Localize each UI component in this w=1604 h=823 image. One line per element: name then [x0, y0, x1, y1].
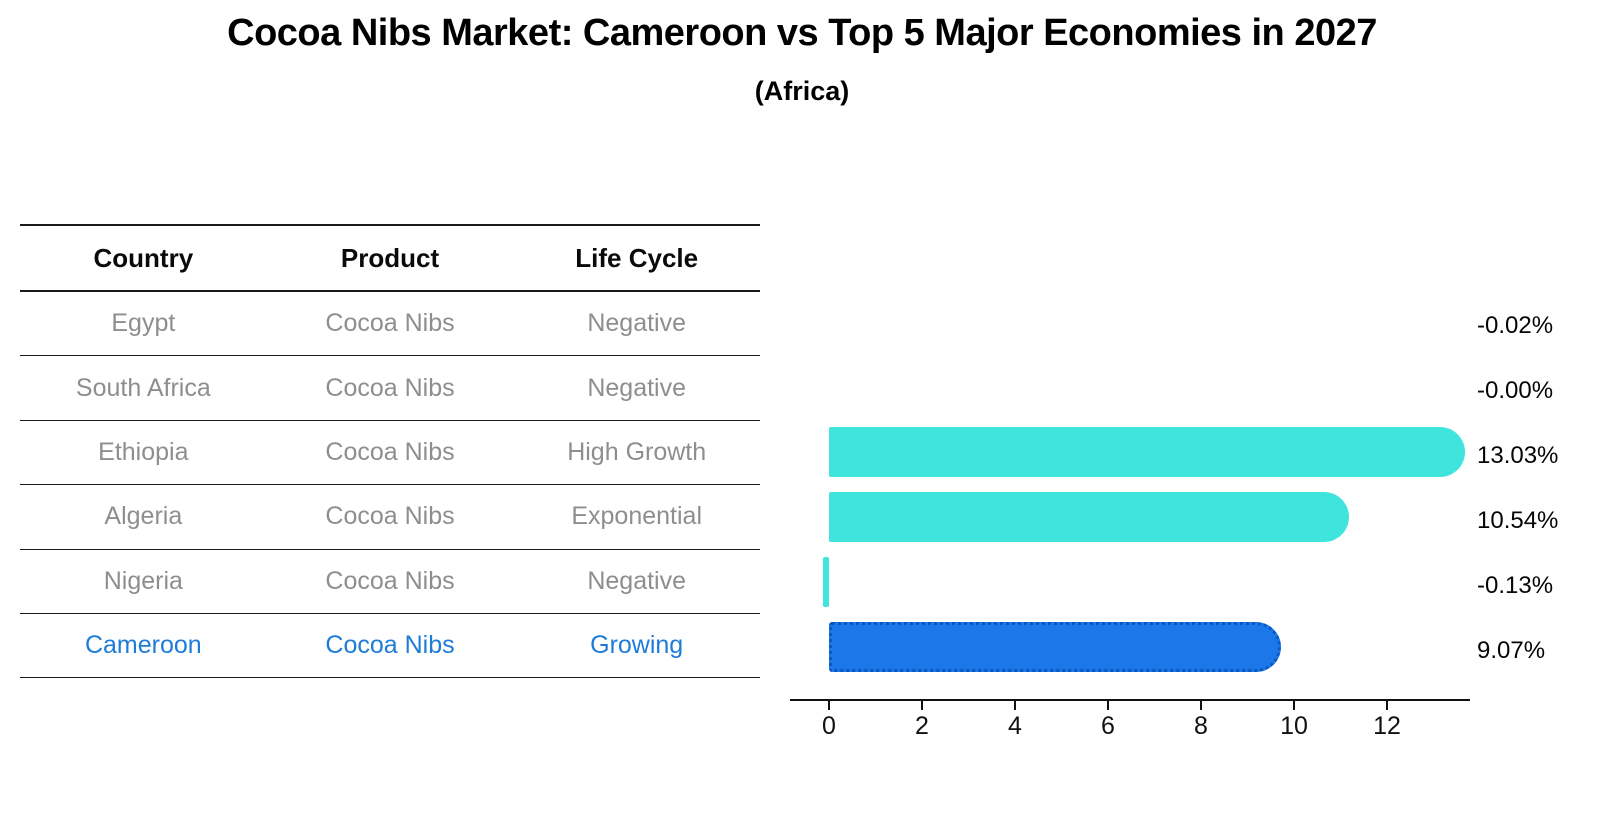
table-row: Nigeria Cocoa Nibs Negative [20, 550, 760, 614]
bar-value-label: -0.13% [1477, 572, 1554, 599]
table-row: Cameroon Cocoa Nibs Growing [20, 614, 760, 679]
column-header-product: Product [340, 242, 440, 273]
table-cell-life-cycle: Negative [587, 566, 687, 595]
bar-value-label: 13.03% [1477, 442, 1559, 469]
bar-value-label: -0.00% [1477, 377, 1554, 404]
table-header-row: Country Product Life Cycle [20, 224, 760, 292]
x-axis-tick-label: 10 [1280, 712, 1308, 740]
table-cell-country: Cameroon [84, 631, 202, 660]
x-axis-tick-label: 4 [1008, 712, 1022, 740]
bar-value-label: 10.54% [1477, 507, 1559, 534]
x-axis-tick-label: 6 [1101, 712, 1115, 740]
x-axis-tick-label: 12 [1373, 712, 1401, 740]
table-cell-country: Nigeria [103, 566, 183, 595]
table-cell-life-cycle: Exponential [571, 502, 702, 531]
x-axis-tick [1107, 701, 1109, 710]
column-header-life-cycle: Life Cycle [575, 242, 699, 273]
bar-nigeria [822, 557, 829, 607]
table-cell-product: Cocoa Nibs [325, 502, 455, 531]
table-cell-country: Ethiopia [98, 437, 189, 466]
table-cell-product: Cocoa Nibs [325, 631, 455, 660]
x-axis-line [790, 699, 1470, 701]
bar-value-label: -0.02% [1477, 312, 1554, 339]
bar-ethiopia [829, 427, 1465, 477]
x-axis-tick [1386, 701, 1388, 710]
table-cell-life-cycle: High Growth [567, 437, 707, 466]
table-cell-product: Cocoa Nibs [325, 566, 455, 595]
table-cell-country: South Africa [75, 373, 211, 402]
chart-title: Cocoa Nibs Market: Cameroon vs Top 5 Maj… [227, 12, 1377, 54]
table-row: Ethiopia Cocoa Nibs High Growth [20, 421, 760, 486]
comparison-table: Country Product Life Cycle Egypt Cocoa Ni… [20, 224, 760, 679]
x-axis-tick-label: 0 [822, 712, 836, 740]
x-axis-tick [1293, 701, 1295, 710]
bar-value-label: 9.07% [1477, 637, 1546, 664]
table-cell-life-cycle: Negative [587, 373, 687, 402]
table-cell-product: Cocoa Nibs [325, 309, 455, 338]
column-header-country: Country [93, 242, 194, 273]
bar-cameroon [829, 622, 1281, 672]
x-axis-tick-label: 8 [1194, 712, 1208, 740]
table-cell-product: Cocoa Nibs [325, 373, 455, 402]
x-axis-tick-label: 2 [915, 712, 929, 740]
bar-algeria [829, 492, 1350, 542]
table-cell-country: Egypt [111, 309, 176, 338]
table-row: Egypt Cocoa Nibs Negative [20, 292, 760, 357]
x-axis-tick [1200, 701, 1202, 710]
table-row: Algeria Cocoa Nibs Exponential [20, 485, 760, 550]
table-cell-country: Algeria [104, 502, 183, 531]
table-row: South Africa Cocoa Nibs Negative [20, 356, 760, 421]
x-axis-tick [1014, 701, 1016, 710]
table-cell-product: Cocoa Nibs [325, 437, 455, 466]
x-axis-tick [921, 701, 923, 710]
chart-subtitle: (Africa) [754, 76, 850, 106]
x-axis-tick [828, 701, 830, 710]
table-cell-life-cycle: Negative [587, 309, 687, 338]
table-body: Egypt Cocoa Nibs Negative South Africa Cocoa… [20, 292, 760, 679]
table-cell-life-cycle: Growing [590, 631, 684, 660]
